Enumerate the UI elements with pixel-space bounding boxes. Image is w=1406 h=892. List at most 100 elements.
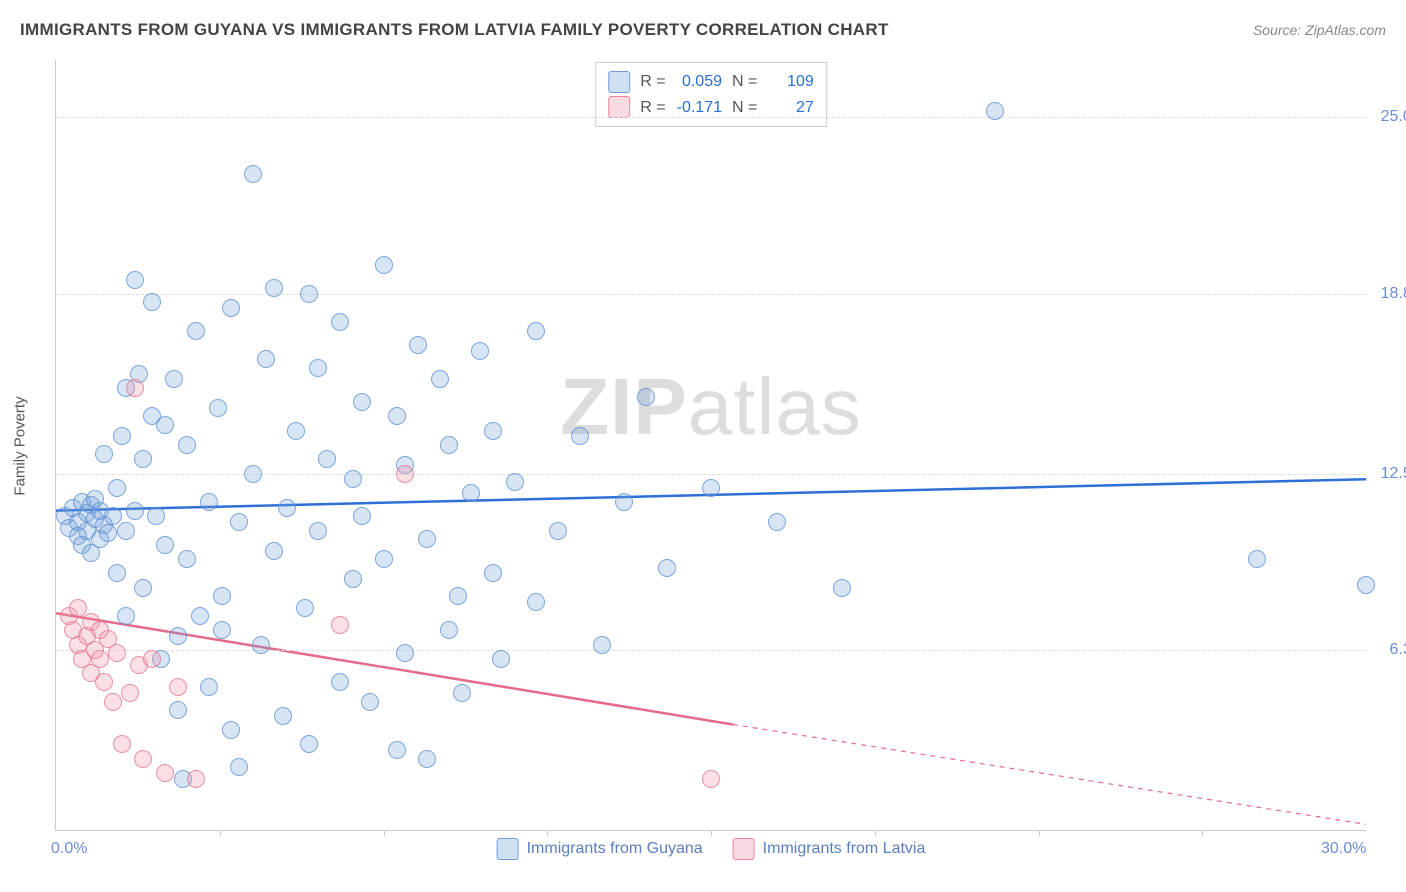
x-tick: [384, 830, 385, 836]
data-point: [833, 579, 851, 597]
data-point: [453, 684, 471, 702]
data-point: [593, 636, 611, 654]
data-point: [99, 524, 117, 542]
data-point: [244, 165, 262, 183]
data-point: [117, 522, 135, 540]
data-point: [484, 422, 502, 440]
data-point: [104, 507, 122, 525]
data-point: [492, 650, 510, 668]
data-point: [265, 542, 283, 560]
plot-area: ZIPatlas R = 0.059 N = 109 R = -0.171 N …: [55, 60, 1366, 831]
data-point: [278, 499, 296, 517]
data-point: [95, 673, 113, 691]
data-point: [134, 450, 152, 468]
data-point: [471, 342, 489, 360]
data-point: [418, 750, 436, 768]
swatch-blue: [497, 838, 519, 860]
chart-title: IMMIGRANTS FROM GUYANA VS IMMIGRANTS FRO…: [20, 20, 889, 40]
data-point: [200, 493, 218, 511]
data-point: [191, 607, 209, 625]
x-tick: [1202, 830, 1203, 836]
chart-header: IMMIGRANTS FROM GUYANA VS IMMIGRANTS FRO…: [20, 20, 1386, 40]
data-point: [147, 507, 165, 525]
data-point: [300, 735, 318, 753]
data-point: [169, 627, 187, 645]
data-point: [117, 607, 135, 625]
data-point: [431, 370, 449, 388]
data-point: [265, 279, 283, 297]
data-point: [113, 427, 131, 445]
data-point: [1248, 550, 1266, 568]
data-point: [213, 587, 231, 605]
x-axis-label: 0.0%: [51, 840, 87, 858]
data-point: [274, 707, 292, 725]
data-point: [257, 350, 275, 368]
data-point: [108, 479, 126, 497]
data-point: [300, 285, 318, 303]
data-point: [986, 102, 1004, 120]
swatch-blue: [608, 71, 630, 93]
data-point: [768, 513, 786, 531]
legend-item-guyana: Immigrants from Guyana: [497, 838, 703, 860]
data-point: [527, 593, 545, 611]
data-point: [287, 422, 305, 440]
watermark: ZIPatlas: [560, 361, 861, 453]
data-point: [361, 693, 379, 711]
data-point: [143, 407, 161, 425]
data-point: [702, 770, 720, 788]
data-point: [440, 436, 458, 454]
data-point: [178, 550, 196, 568]
y-axis-label: Family Poverty: [12, 396, 29, 495]
data-point: [658, 559, 676, 577]
data-point: [244, 465, 262, 483]
data-point: [375, 550, 393, 568]
data-point: [1357, 576, 1375, 594]
data-point: [126, 271, 144, 289]
x-tick: [1039, 830, 1040, 836]
data-point: [134, 750, 152, 768]
data-point: [418, 530, 436, 548]
data-point: [484, 564, 502, 582]
data-point: [462, 484, 480, 502]
data-point: [396, 465, 414, 483]
x-tick: [711, 830, 712, 836]
data-point: [571, 427, 589, 445]
data-point: [396, 644, 414, 662]
data-point: [702, 479, 720, 497]
data-point: [222, 721, 240, 739]
data-point: [549, 522, 567, 540]
data-point: [95, 445, 113, 463]
x-tick: [547, 830, 548, 836]
data-point: [200, 678, 218, 696]
data-point: [222, 299, 240, 317]
x-tick: [220, 830, 221, 836]
data-point: [230, 758, 248, 776]
data-point: [213, 621, 231, 639]
data-point: [331, 673, 349, 691]
y-tick-label: 25.0%: [1371, 108, 1406, 126]
data-point: [126, 379, 144, 397]
data-point: [108, 564, 126, 582]
data-point: [388, 741, 406, 759]
data-point: [637, 388, 655, 406]
data-point: [309, 522, 327, 540]
data-point: [104, 693, 122, 711]
legend-item-latvia: Immigrants from Latvia: [733, 838, 926, 860]
gridline: [56, 117, 1366, 118]
swatch-pink: [608, 96, 630, 118]
data-point: [113, 735, 131, 753]
x-tick: [875, 830, 876, 836]
data-point: [344, 470, 362, 488]
series-legend: Immigrants from Guyana Immigrants from L…: [497, 838, 926, 860]
data-point: [309, 359, 327, 377]
data-point: [388, 407, 406, 425]
swatch-pink: [733, 838, 755, 860]
data-point: [143, 293, 161, 311]
data-point: [296, 599, 314, 617]
data-point: [252, 636, 270, 654]
data-point: [108, 644, 126, 662]
data-point: [187, 322, 205, 340]
data-point: [527, 322, 545, 340]
x-axis-label: 30.0%: [1321, 840, 1366, 858]
data-point: [440, 621, 458, 639]
